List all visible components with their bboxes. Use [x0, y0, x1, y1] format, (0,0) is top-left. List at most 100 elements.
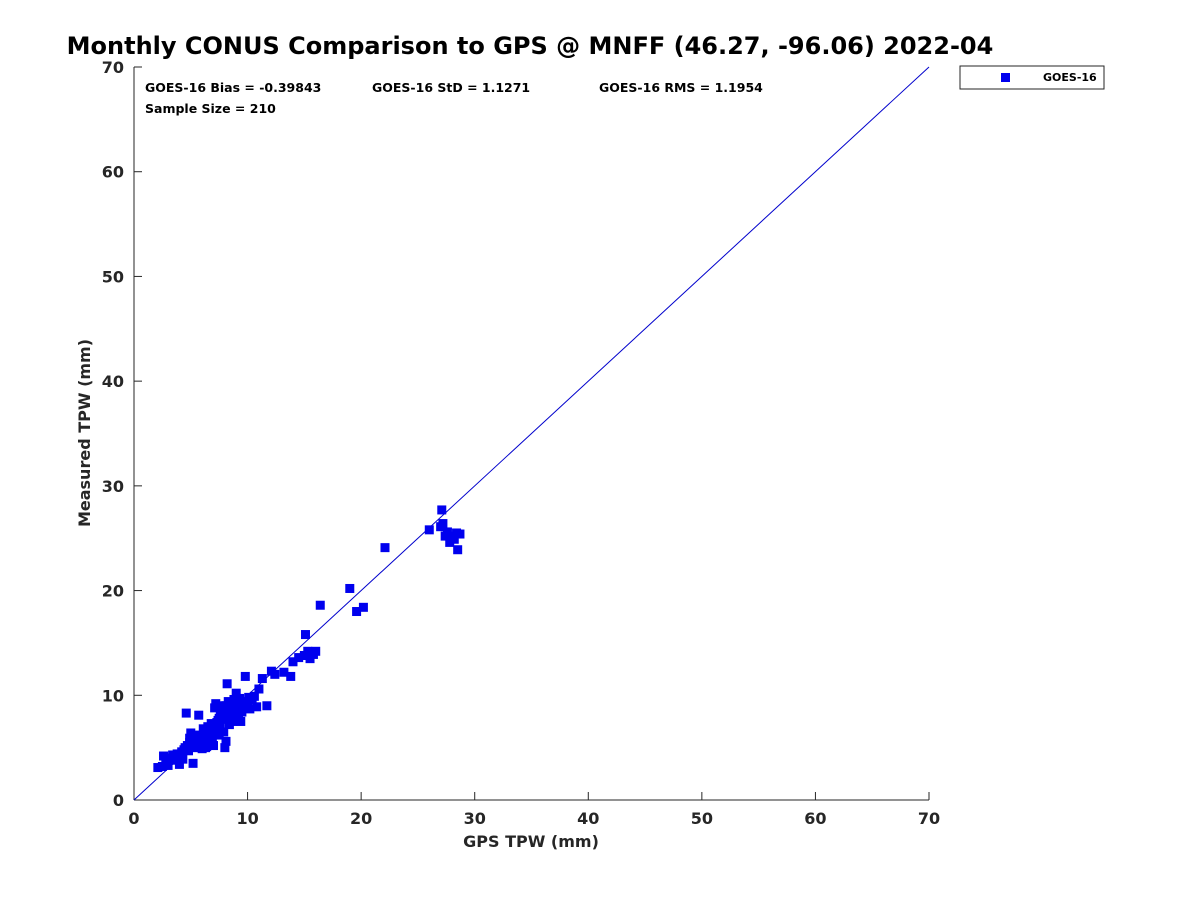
data-point	[211, 699, 221, 709]
data-point	[252, 702, 262, 712]
data-point	[153, 763, 163, 773]
x-tick-label: 50	[691, 809, 713, 828]
data-point	[294, 653, 304, 663]
data-point	[189, 736, 199, 746]
data-point	[207, 720, 217, 730]
data-point	[438, 519, 448, 529]
data-point	[233, 711, 243, 721]
data-point	[262, 701, 272, 711]
y-tick-group: 0 10 20 30 40 50 60 70	[102, 58, 142, 810]
y-axis-label: Measured TPW (mm)	[75, 339, 94, 527]
data-point	[311, 646, 321, 656]
data-point	[358, 602, 368, 612]
data-point	[194, 733, 204, 743]
data-point	[315, 600, 325, 610]
data-point	[209, 741, 218, 751]
data-point	[453, 545, 463, 555]
data-point	[228, 716, 238, 726]
data-point	[220, 714, 230, 724]
data-point	[220, 743, 230, 753]
data-point	[198, 724, 208, 734]
x-axis-label: GPS TPW (mm)	[463, 832, 599, 851]
data-point	[219, 727, 229, 737]
x-tick-label: 60	[804, 809, 826, 828]
data-point	[230, 698, 240, 708]
data-point	[157, 761, 167, 771]
data-point	[186, 728, 196, 738]
data-point	[437, 505, 447, 515]
data-point	[244, 692, 254, 702]
data-point	[168, 750, 178, 760]
x-tick-label: 10	[236, 809, 258, 828]
data-point	[170, 755, 180, 765]
data-point	[286, 671, 296, 681]
data-point	[235, 693, 245, 703]
data-point	[303, 646, 313, 656]
x-tick-group: 0 10 20 30 40 50 60 70	[128, 792, 940, 828]
legend-box	[959, 65, 1105, 90]
data-point	[445, 537, 455, 547]
x-tick-label: 30	[464, 809, 486, 828]
data-point	[380, 543, 390, 553]
std-stat: GOES-16 StD = 1.1271	[372, 80, 530, 95]
data-point	[174, 759, 184, 769]
y-tick-label: 50	[102, 267, 124, 286]
one-to-one-line	[133, 66, 930, 801]
data-point	[214, 730, 224, 740]
legend: GOES-16	[959, 65, 1105, 90]
data-point	[238, 701, 248, 711]
data-point	[181, 708, 191, 718]
x-tick-label: 0	[128, 809, 139, 828]
data-point	[163, 760, 173, 770]
data-point	[221, 736, 231, 746]
data-point	[188, 758, 198, 768]
data-point	[270, 669, 280, 679]
data-point	[240, 671, 250, 681]
rms-stat: GOES-16 RMS = 1.1954	[599, 80, 763, 95]
data-point	[194, 710, 204, 720]
chart-title: Monthly CONUS Comparison to GPS @ MNFF (…	[67, 32, 994, 60]
legend-label-goes16: GOES-16	[1043, 71, 1097, 84]
data-point	[245, 704, 255, 714]
y-tick-label: 10	[102, 686, 124, 705]
data-point	[254, 684, 264, 694]
bias-stat: GOES-16 Bias = -0.39843	[145, 80, 321, 95]
x-tick-label: 20	[350, 809, 372, 828]
data-point	[449, 534, 459, 544]
data-point	[224, 710, 234, 720]
data-point	[216, 705, 226, 715]
data-point	[159, 751, 169, 761]
data-point	[352, 607, 362, 617]
data-point	[257, 674, 267, 684]
data-point	[424, 525, 434, 535]
data-point	[288, 657, 298, 667]
data-point	[203, 732, 213, 742]
sample-size-stat: Sample Size = 210	[145, 101, 276, 116]
y-tick-label: 40	[102, 372, 124, 391]
data-point	[231, 688, 241, 698]
data-point	[221, 701, 231, 711]
data-point	[249, 691, 259, 701]
data-point	[212, 718, 222, 728]
data-point	[455, 529, 465, 539]
data-point	[185, 733, 195, 743]
data-point	[226, 699, 236, 709]
y-tick-label: 30	[102, 477, 124, 496]
data-point	[201, 743, 211, 753]
data-point	[279, 667, 289, 677]
x-tick-label: 40	[577, 809, 599, 828]
y-tick-label: 70	[102, 58, 124, 77]
data-point	[229, 706, 239, 716]
data-point	[178, 754, 188, 764]
data-points	[153, 505, 465, 773]
y-tick-label: 20	[102, 582, 124, 601]
data-point	[345, 583, 355, 593]
data-point	[300, 630, 310, 640]
legend-marker-goes16	[1001, 73, 1010, 82]
data-point	[222, 679, 232, 689]
y-tick-label: 0	[113, 791, 124, 810]
data-point	[236, 716, 246, 726]
data-point	[442, 527, 452, 537]
y-tick-label: 60	[102, 163, 124, 182]
